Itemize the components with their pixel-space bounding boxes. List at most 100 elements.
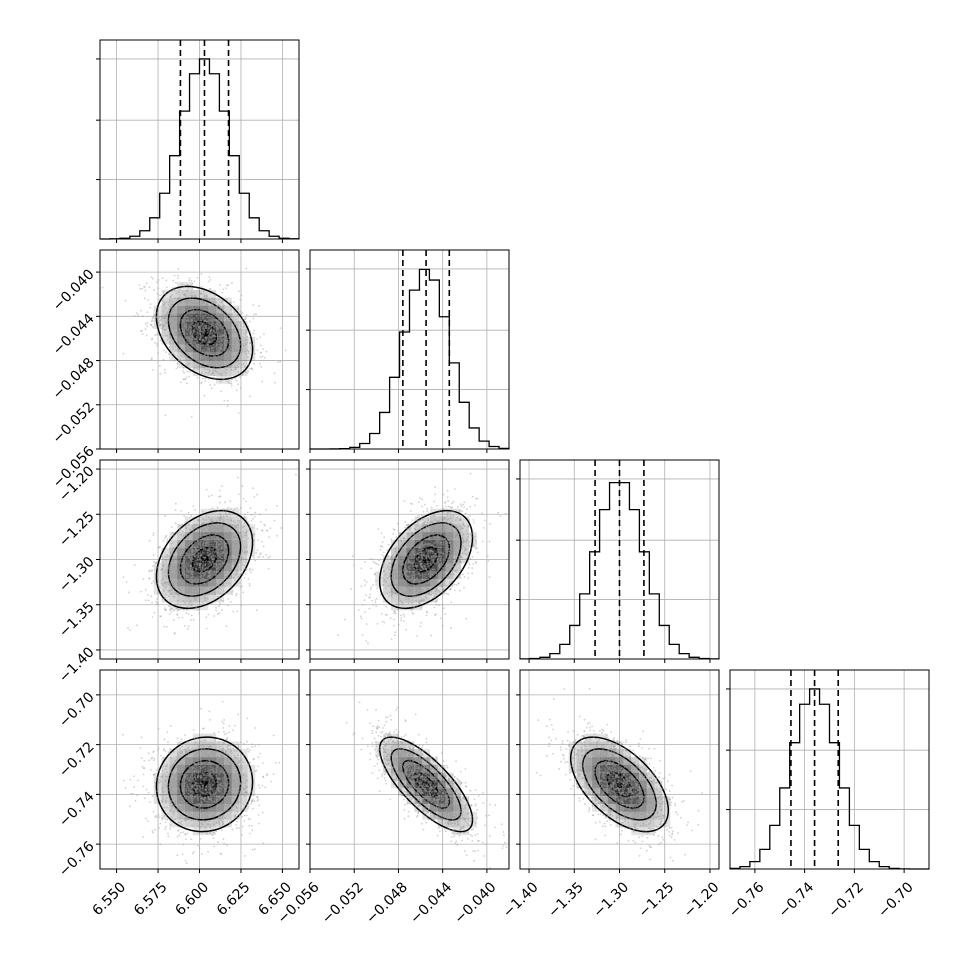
scatter-point: [449, 552, 452, 555]
scatter-point: [465, 557, 468, 560]
scatter-point: [431, 568, 434, 571]
scatter-point: [279, 360, 282, 363]
scatter-point: [245, 545, 248, 548]
scatter-point: [226, 552, 229, 554]
scatter-point: [202, 301, 204, 303]
scatter-point: [158, 586, 161, 589]
scatter-point: [450, 601, 453, 603]
scatter-point: [187, 537, 190, 540]
scatter-point: [158, 325, 161, 327]
scatter-point: [206, 533, 208, 536]
scatter-point: [447, 548, 449, 551]
density-cell: [231, 344, 240, 353]
scatter-point: [183, 301, 186, 304]
scatter-point: [240, 294, 243, 297]
scatter-point: [423, 599, 426, 601]
scatter-point: [448, 550, 451, 552]
scatter-point: [239, 582, 241, 584]
scatter-point: [229, 539, 231, 541]
scatter-point: [211, 301, 214, 304]
scatter-point: [462, 552, 464, 555]
scatter-point: [210, 328, 213, 331]
scatter-point: [210, 531, 213, 533]
scatter-point: [233, 330, 236, 333]
scatter-point: [243, 515, 246, 518]
scatter-point: [393, 612, 395, 615]
scatter-point: [237, 340, 240, 343]
scatter-point: [225, 316, 228, 319]
scatter-point: [470, 547, 473, 550]
density-cell: [184, 305, 193, 314]
scatter-point: [207, 539, 209, 542]
scatter-point: [180, 534, 183, 536]
scatter-point: [163, 303, 166, 305]
x-tick-label: 6.625: [214, 879, 254, 919]
scatter-point: [250, 367, 253, 370]
scatter-point: [222, 288, 225, 291]
scatter-point: [151, 616, 154, 618]
scatter-point: [404, 586, 407, 588]
scatter-point: [205, 327, 208, 330]
scatter-point: [164, 307, 167, 310]
scatter-point: [405, 594, 408, 597]
scatter-point: [182, 600, 185, 602]
scatter-point: [224, 531, 227, 534]
scatter-point: [436, 523, 439, 526]
scatter-point: [200, 536, 203, 539]
scatter-point: [210, 347, 213, 350]
scatter-point: [216, 315, 219, 317]
scatter-point: [225, 364, 228, 367]
scatter-point: [215, 308, 218, 311]
scatter-point: [411, 538, 414, 541]
scatter-point: [173, 274, 176, 277]
scatter-point: [198, 339, 201, 341]
scatter-point: [193, 354, 196, 356]
scatter-point: [222, 521, 225, 523]
density-cell: [200, 336, 209, 345]
scatter-point: [188, 299, 191, 302]
scatter-point: [375, 562, 378, 565]
scatter-point: [151, 319, 154, 321]
scatter-point: [212, 525, 215, 528]
scatter-point: [390, 594, 393, 596]
scatter-point: [183, 624, 186, 627]
scatter-point: [238, 522, 241, 524]
density-cell: [169, 313, 178, 322]
scatter-point: [150, 276, 153, 279]
scatter-point: [166, 566, 169, 569]
scatter-point: [382, 583, 385, 586]
scatter-point: [196, 539, 198, 542]
scatter-point: [195, 352, 198, 355]
scatter-point: [397, 561, 400, 564]
scatter-point: [416, 635, 419, 637]
scatter-point: [464, 549, 467, 552]
scatter-point: [184, 350, 187, 353]
scatter-point: [228, 313, 231, 315]
scatter-point: [410, 510, 412, 512]
scatter-point: [175, 502, 177, 505]
scatter-point: [225, 347, 228, 350]
scatter-point: [219, 348, 222, 351]
scatter-point: [468, 540, 471, 543]
scatter-point: [205, 339, 208, 342]
scatter-point: [216, 506, 219, 509]
scatter-point: [174, 309, 177, 312]
scatter-point: [170, 580, 172, 582]
scatter-point: [195, 583, 198, 586]
scatter-point: [206, 352, 209, 354]
scatter-point: [170, 574, 173, 577]
scatter-point: [401, 606, 403, 609]
scatter-point: [190, 318, 193, 321]
scatter-point: [246, 356, 249, 358]
scatter-point: [206, 368, 209, 371]
scatter-point: [222, 338, 225, 341]
scatter-point: [221, 720, 224, 723]
scatter-point: [438, 521, 440, 523]
scatter-point: [429, 515, 432, 517]
scatter-point: [178, 805, 180, 807]
scatter-point: [180, 552, 183, 555]
scatter-point: [450, 627, 452, 630]
scatter-point: [201, 344, 204, 347]
scatter-point: [438, 537, 440, 539]
scatter-point: [442, 539, 444, 541]
